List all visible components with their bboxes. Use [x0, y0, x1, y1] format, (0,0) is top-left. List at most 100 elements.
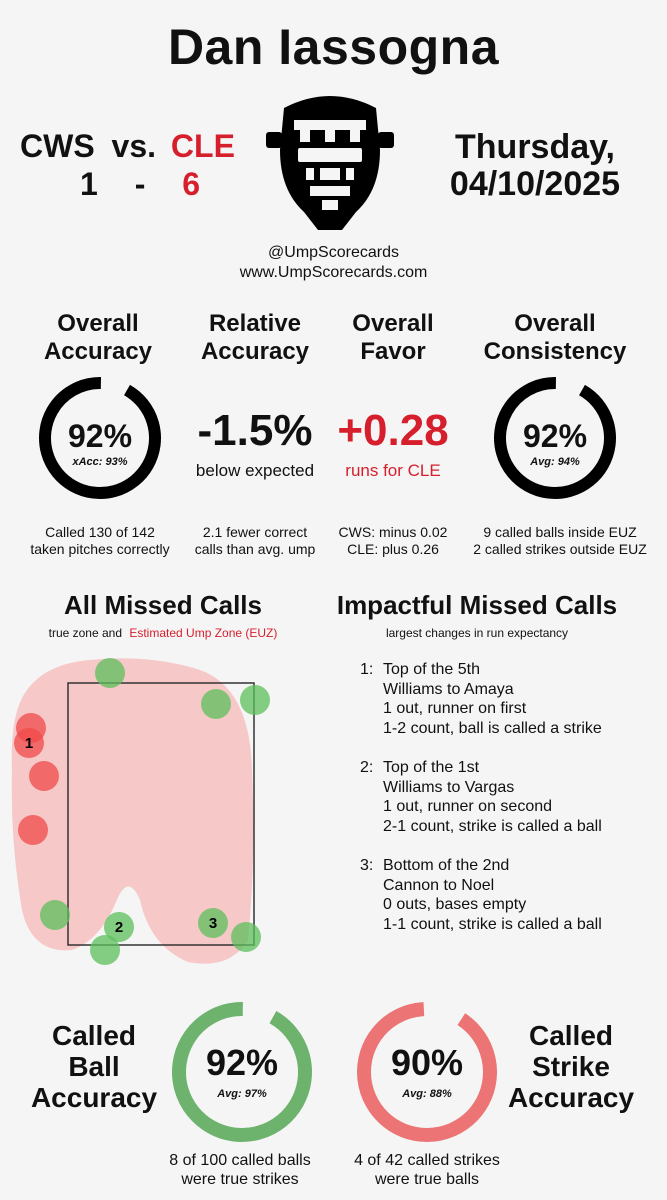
missed-pitch — [95, 658, 125, 688]
impactful-list: 1: Top of the 5th Williams to Amaya 1 ou… — [360, 660, 660, 954]
missed-pitch — [90, 935, 120, 965]
item-situation: 1 out, runner on first — [383, 700, 527, 717]
item-matchup: Cannon to Noel — [383, 876, 495, 894]
item-inning: Bottom of the 2nd — [383, 857, 510, 874]
missed-pitch — [240, 685, 270, 715]
relative-accuracy-sub: below expected — [195, 461, 315, 480]
overall-consistency-title: Overall Consistency — [470, 310, 640, 366]
overall-accuracy-value: 92% — [67, 418, 133, 454]
called-ball-ring — [170, 1000, 314, 1144]
impactful-title: Impactful Missed Calls — [336, 590, 618, 620]
title-line: Overall — [514, 310, 596, 337]
desc-line: CLE: plus 0.26 — [347, 541, 439, 557]
relative-accuracy-value: -1.5% — [197, 406, 313, 455]
desc-line: 2 called strikes outside EUZ — [473, 541, 647, 557]
overall-accuracy-xacc: xAcc: 93% — [72, 456, 128, 468]
overall-consistency-value: 92% — [522, 418, 588, 454]
item-situation: 1 out, runner on second — [383, 798, 553, 815]
euz-label: Estimated Ump Zone (EUZ) — [129, 626, 278, 640]
missed-pitch — [201, 689, 231, 719]
overall-consistency-avg: Avg: 94% — [530, 456, 580, 468]
item-call: 1-2 count, ball is called a strike — [383, 719, 602, 737]
item-situation: 0 outs, bases empty — [383, 896, 527, 913]
relative-accuracy-desc: 2.1 fewer correct calls than avg. ump — [175, 524, 335, 558]
date-weekday: Thursday, — [455, 128, 615, 166]
missed-calls-subtitle: true zone and Estimated Ump Zone (EUZ) — [0, 626, 326, 640]
missed-pitch — [18, 815, 48, 845]
overall-consistency-desc: 9 called balls inside EUZ 2 called strik… — [460, 524, 660, 558]
called-ball-title: Called Ball Accuracy — [20, 1020, 168, 1113]
overall-accuracy-ring — [38, 376, 162, 500]
impactful-item-2: 2: Top of the 1st Williams to Vargas 1 o… — [360, 758, 660, 856]
called-strike-avg: Avg: 88% — [402, 1088, 452, 1100]
strike-zone — [67, 682, 255, 946]
relative-accuracy-title: Relative Accuracy — [175, 310, 335, 366]
title-line: Relative — [208, 310, 302, 337]
missed-pitch-label-1: 1 — [25, 735, 33, 752]
item-num: 1: — [360, 661, 374, 678]
score-dash: - — [134, 166, 146, 202]
missed-pitch-dots — [14, 658, 270, 965]
title-line: Strike — [532, 1051, 610, 1082]
overall-accuracy-title: Overall Accuracy — [18, 310, 178, 366]
item-num: 3: — [360, 857, 374, 874]
item-call: 1-1 count, strike is called a ball — [383, 915, 602, 933]
title-line: Accuracy — [30, 1082, 158, 1113]
missed-pitch — [104, 912, 134, 942]
item-call: 2-1 count, strike is called a ball — [383, 817, 602, 835]
desc-line: 9 called balls inside EUZ — [483, 524, 637, 540]
game-date: Thursday, 04/10/2025 — [420, 128, 650, 204]
missed-pitch — [198, 908, 228, 938]
missed-calls-title: All Missed Calls — [64, 590, 262, 620]
missed-pitch — [231, 922, 261, 952]
missed-pitch — [14, 728, 44, 758]
impactful-item-1: 1: Top of the 5th Williams to Amaya 1 ou… — [360, 660, 660, 758]
missed-pitch-label-3: 3 — [209, 915, 217, 932]
umpire-name: Dan Iassogna — [167, 19, 500, 75]
item-inning: Top of the 1st — [383, 759, 480, 776]
date-value: 04/10/2025 — [449, 165, 621, 203]
desc-line: 8 of 100 called balls — [169, 1152, 311, 1169]
desc-line: were true strikes — [181, 1171, 299, 1188]
missed-pitch — [29, 761, 59, 791]
called-strike-value: 90% — [390, 1042, 464, 1083]
called-ball-desc: 8 of 100 called balls were true strikes — [140, 1151, 340, 1189]
desc-line: were true balls — [374, 1171, 480, 1188]
called-strike-ring — [355, 1000, 499, 1144]
home-score: 6 — [182, 166, 201, 202]
item-inning: Top of the 5th — [383, 661, 480, 678]
overall-consistency-ring — [493, 376, 617, 500]
missed-calls-plot: 1 2 3 — [0, 640, 330, 980]
desc-line: taken pitches correctly — [30, 541, 170, 557]
title-line: Called — [528, 1020, 614, 1051]
vs-label: vs. — [111, 128, 157, 164]
desc-line: 2.1 fewer correct — [202, 524, 308, 540]
called-ball-value: 92% — [205, 1042, 279, 1083]
website: www.UmpScorecards.com — [239, 264, 428, 281]
desc-line: calls than avg. ump — [194, 541, 316, 557]
called-ball-avg: Avg: 97% — [217, 1088, 267, 1100]
title-line: Overall — [352, 310, 434, 337]
overall-favor-title: Overall Favor — [318, 310, 468, 366]
away-team: CWS — [20, 128, 95, 164]
umpire-mask-icon — [262, 90, 398, 240]
overall-favor-sub: runs for CLE — [345, 461, 441, 480]
called-strike-desc: 4 of 42 called strikes were true balls — [327, 1151, 527, 1189]
twitter-handle: @UmpScorecards — [268, 244, 399, 261]
impactful-item-3: 3: Bottom of the 2nd Cannon to Noel 0 ou… — [360, 856, 660, 954]
impactful-subtitle: largest changes in run expectancy — [385, 626, 569, 640]
overall-favor-desc: CWS: minus 0.02 CLE: plus 0.26 — [318, 524, 468, 558]
item-num: 2: — [360, 759, 374, 776]
home-team: CLE — [170, 128, 235, 164]
title-line: Overall — [57, 310, 139, 337]
called-strike-title: Called Strike Accuracy — [497, 1020, 645, 1113]
desc-line: CWS: minus 0.02 — [338, 524, 448, 540]
item-matchup: Williams to Vargas — [383, 778, 515, 796]
overall-accuracy-desc: Called 130 of 142 taken pitches correctl… — [0, 524, 200, 558]
overall-favor-value: +0.28 — [337, 406, 449, 455]
subtitle-prefix: true zone and — [48, 626, 122, 640]
away-score: 1 — [80, 166, 98, 202]
title-line: Accuracy — [200, 338, 310, 365]
item-matchup: Williams to Amaya — [383, 680, 514, 698]
title-line: Called — [51, 1020, 137, 1051]
